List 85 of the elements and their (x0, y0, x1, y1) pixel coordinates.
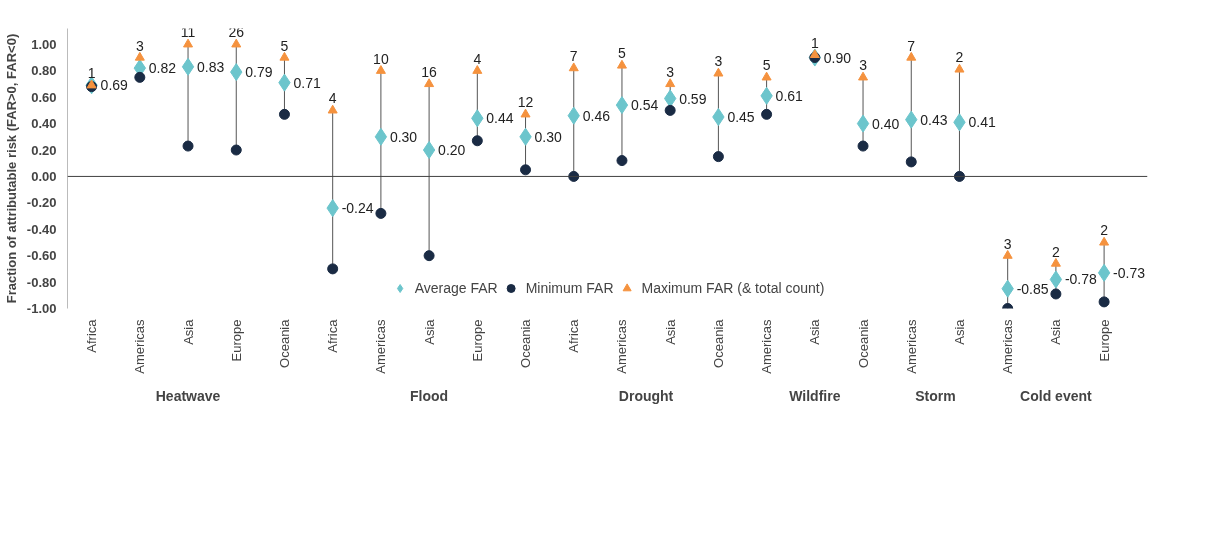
text: Wildfire (789, 387, 841, 404)
x-tick-label: Americas (759, 319, 775, 374)
data-label: 0.46 (582, 107, 611, 124)
data-label: -0.78 (1064, 271, 1098, 288)
annotation: 2 (955, 49, 964, 66)
data-label: 0.44 (486, 110, 514, 127)
x-tick-label: Americas (903, 319, 919, 374)
annotation: 12 (517, 94, 534, 111)
y-tick-label: 0.00 (31, 168, 57, 184)
x-tick-label: Americas (614, 319, 630, 374)
annotation: 7 (907, 37, 916, 54)
annotation: 10 (373, 50, 389, 67)
annotation: 16 (421, 63, 438, 80)
x-tick-label: Americas (132, 319, 148, 374)
annotation: 1 (810, 34, 819, 51)
data-label: 0.83 (197, 58, 225, 75)
annotation: 4 (328, 90, 337, 107)
y-tick-label: 0.80 (31, 63, 57, 79)
data-label: -0.24 (341, 200, 374, 217)
x-tick-label: Africa (84, 318, 100, 353)
annotation: 3 (859, 57, 868, 74)
data-label: 0.59 (679, 90, 707, 107)
annotation: 2 (1052, 243, 1060, 260)
x-tick-label: Oceania (518, 318, 534, 368)
data-label: 0.20 (438, 142, 466, 159)
x-tick-label: Asia (421, 318, 437, 345)
text: Flood (410, 387, 449, 404)
annotation: 1 (87, 65, 96, 82)
x-tick-label: Oceania (276, 318, 292, 368)
x-tick-label: Asia (807, 318, 823, 345)
x-tick-label: Oceania (855, 318, 871, 368)
x-tick-label: Asia (951, 318, 967, 345)
y-tick-label: 0.20 (31, 142, 57, 158)
data-label: 0.54 (630, 97, 659, 114)
data-label: 0.82 (148, 60, 177, 77)
x-tick-label: Asia (662, 318, 678, 345)
data-label: -0.85 (1016, 280, 1049, 297)
x-tick-label: Europe (228, 319, 244, 362)
text: Drought (618, 387, 674, 404)
y-tick-label: -0.40 (26, 221, 57, 237)
x-tick-label: Asia (1048, 318, 1064, 345)
legend-label: Maximum FAR (& total count) (641, 280, 825, 296)
y-tick-label: -0.20 (26, 195, 57, 211)
data-label: 0.41 (968, 114, 996, 131)
data-label: 0.40 (872, 115, 900, 132)
data-label: 0.45 (727, 108, 755, 125)
text: Cold event (1020, 387, 1093, 404)
data-label: 0.90 (823, 49, 852, 66)
x-tick-label: Americas (373, 319, 389, 374)
y-tick-label: -0.60 (26, 248, 57, 264)
legend-label: Minimum FAR (525, 280, 614, 296)
x-tick-label: Africa (566, 318, 582, 353)
annotation: 3 (1003, 235, 1012, 252)
annotation: 3 (666, 63, 675, 80)
annotation: 5 (280, 37, 289, 54)
data-label: 0.61 (775, 87, 804, 104)
y-tick-label: 0.60 (31, 89, 57, 105)
data-label: 0.30 (389, 128, 418, 145)
annotation: 7 (569, 48, 578, 65)
x-tick-label: Africa (325, 318, 341, 353)
annotation: 4 (473, 50, 482, 67)
data-label: -0.73 (1113, 264, 1146, 281)
data-label: 0.71 (293, 74, 321, 91)
text: Storm (915, 387, 956, 404)
y-tick-label: 0.40 (31, 116, 57, 132)
annotation: 3 (135, 37, 144, 54)
data-label: 0.69 (100, 77, 129, 94)
data-label: 0.43 (920, 111, 948, 128)
annotation: 5 (618, 45, 627, 62)
x-tick-label: Oceania (710, 318, 726, 368)
x-tick-label: Europe (469, 319, 485, 362)
annotation: 5 (762, 57, 771, 74)
data-label: 0.79 (245, 64, 273, 81)
y-tick-label: 1.00 (31, 36, 57, 52)
y-tick-label: -1.00 (26, 301, 57, 316)
legend-label: Average FAR (414, 280, 498, 296)
annotation: 3 (714, 53, 723, 70)
annotation: 2 (1100, 222, 1109, 239)
x-tick-label: Asia (180, 318, 196, 345)
x-tick-label: Europe (1096, 319, 1112, 362)
x-tick-label: Americas (1000, 319, 1016, 374)
text: Heatwave (155, 387, 221, 404)
y-axis-title: Fraction of attributable risk (FAR>0, FAR<0) (3, 33, 19, 304)
data-label: 0.30 (534, 128, 562, 145)
y-tick-label: -0.80 (26, 274, 57, 290)
